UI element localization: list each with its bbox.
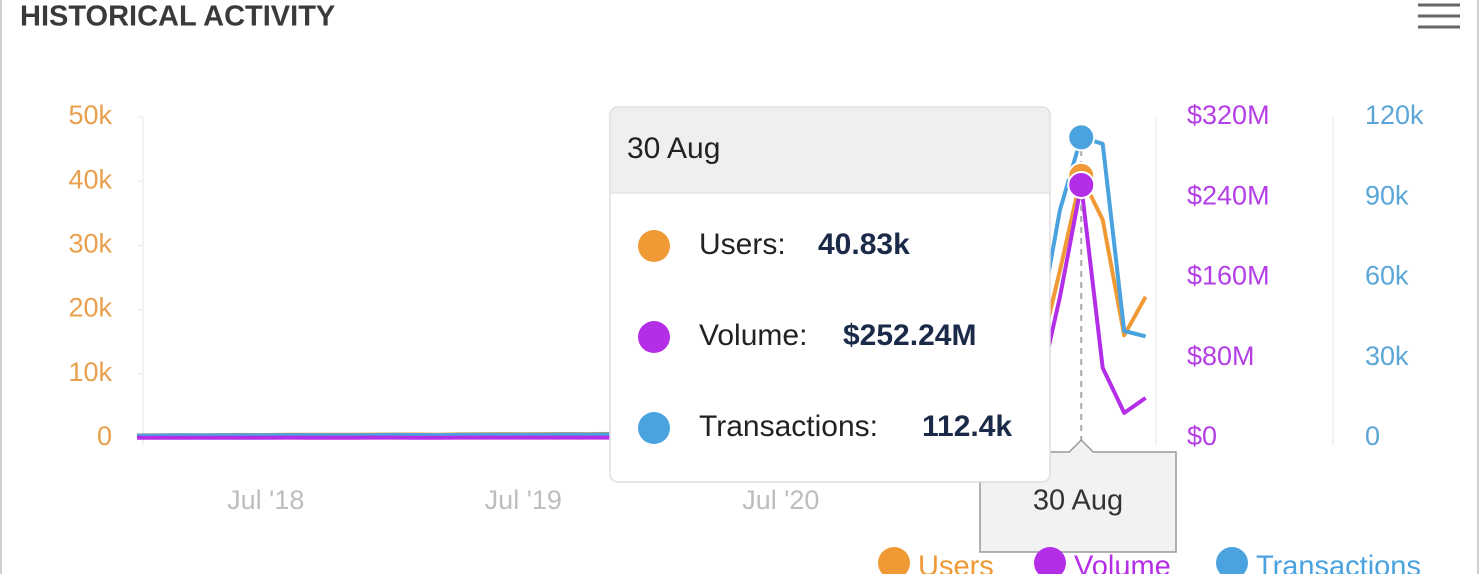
legend-label[interactable]: Transactions [1256,551,1421,574]
tooltip-dot [638,230,670,262]
x-tick-label: Jul '18 [227,485,304,515]
y-tick-label: 30k [68,229,112,259]
y-tick-label: 20k [68,293,112,323]
tooltip-label: Users: [699,228,786,261]
y-tick-label: 40k [68,164,112,194]
crosshair-label: 30 Aug [1033,485,1123,517]
y-tick-label: 0 [97,421,112,451]
y-tick-label: $240M [1187,180,1270,210]
legend-dot [1034,547,1066,574]
y-tick-label: 0 [1365,421,1380,451]
menu-icon[interactable] [1418,3,1460,29]
tooltip-title: 30 Aug [627,132,720,165]
y-tick-label: 10k [68,357,112,387]
tooltip-value: 112.4k [922,410,1012,443]
y-tick-label: 90k [1365,180,1409,210]
y-tick-label: 120k [1365,100,1424,130]
chart-title: HISTORICAL ACTIVITY [20,1,335,33]
tooltip-value: 40.83k [818,228,910,261]
legend-label[interactable]: Users [918,551,994,574]
y-tick-label: $80M [1187,341,1255,371]
tooltip-header [611,108,1049,193]
y-tick-label: 50k [68,100,112,130]
y-tick-label: $320M [1187,100,1270,130]
x-tick-label: Jul '19 [485,485,562,515]
tooltip-value: $252.24M [843,319,976,352]
y-tick-label: $160M [1187,261,1270,291]
hover-marker [1067,123,1096,152]
x-tick-label: Jul '20 [742,485,819,515]
hover-marker [1067,170,1096,199]
tooltip-box [609,106,1051,483]
y-tick-label: $0 [1187,421,1217,451]
legend-dot [1216,547,1248,574]
tooltip-label: Volume: [699,319,807,352]
tooltip-label: Transactions: [699,410,878,443]
legend-label[interactable]: Volume [1074,551,1171,574]
tooltip-dot [638,412,670,444]
tooltip-dot [638,321,670,353]
legend-dot [878,547,910,574]
y-tick-label: 60k [1365,261,1409,291]
y-tick-label: 30k [1365,341,1409,371]
